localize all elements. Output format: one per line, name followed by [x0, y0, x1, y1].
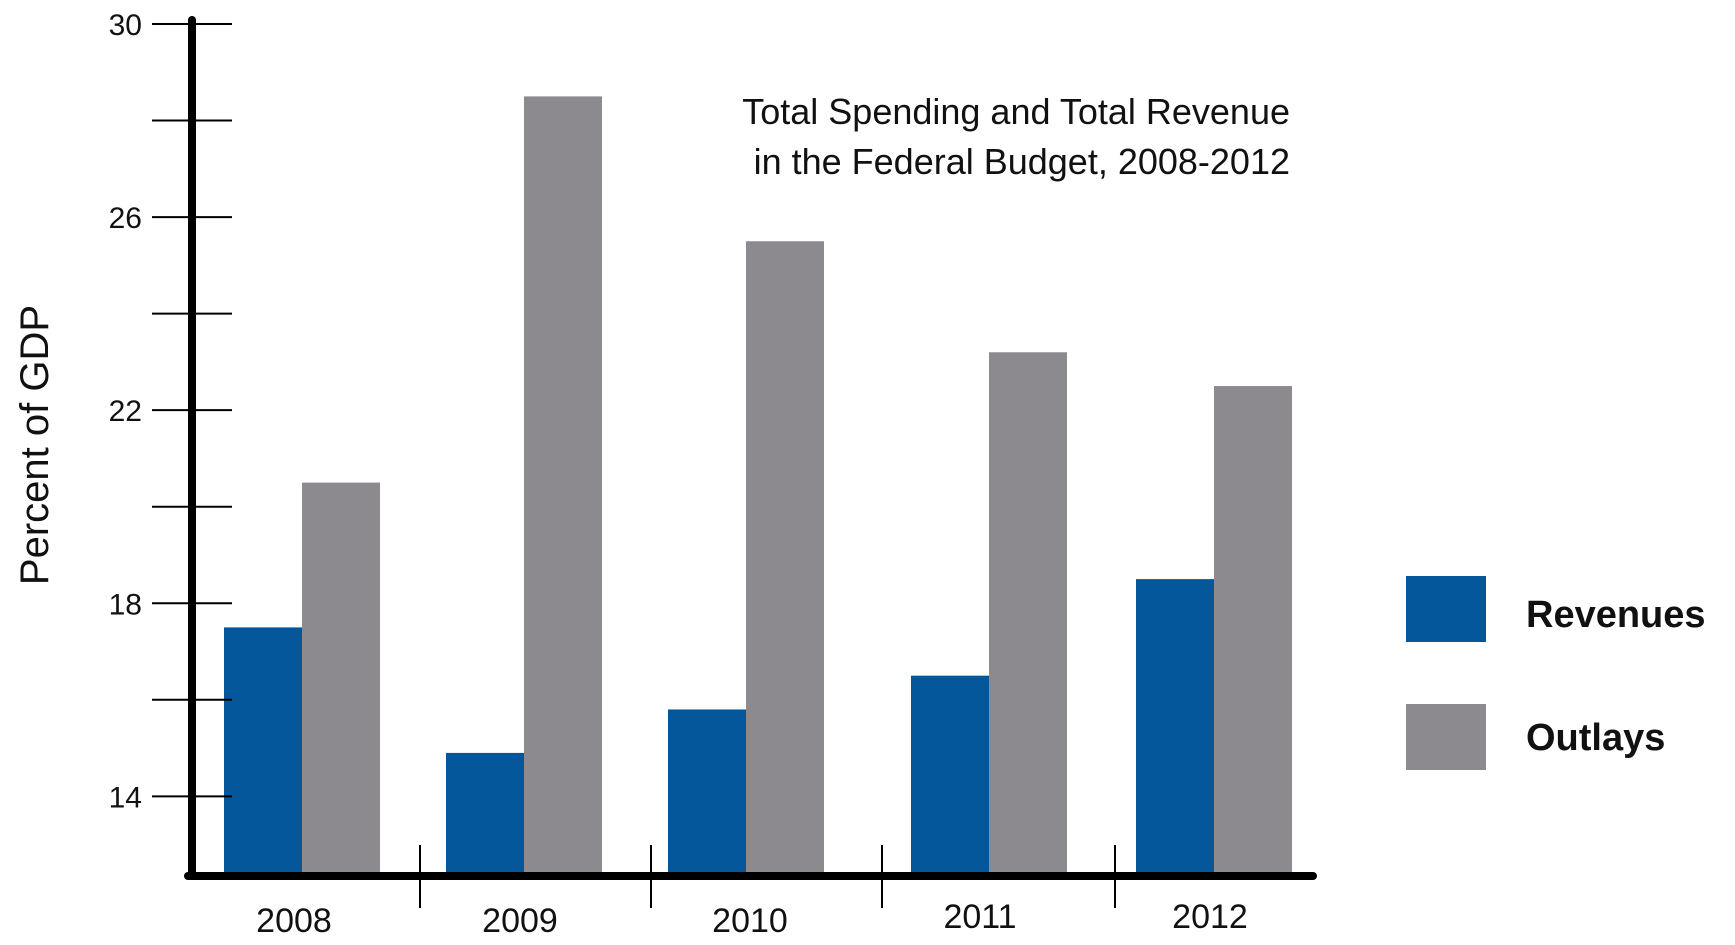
chart-title-line-2: in the Federal Budget, 2008-2012 [754, 141, 1290, 182]
legend-swatch-outlays [1406, 704, 1486, 770]
x-tick-label-2011: 2011 [943, 898, 1016, 936]
y-tick-label-30: 30 [109, 9, 142, 42]
bar-outlays-2011 [989, 352, 1067, 877]
bar-revenues-2011 [911, 675, 989, 876]
y-axis-label: Percent of GDP [13, 305, 57, 585]
y-tick-label-26: 26 [109, 202, 142, 235]
x-tick-label-2012: 2012 [1172, 898, 1248, 936]
bar-revenues-2008 [224, 627, 302, 876]
bar-outlays-2010 [746, 241, 824, 876]
x-tick-label-2010: 2010 [712, 902, 788, 940]
legend: Revenues Outlays [1406, 576, 1706, 770]
legend-swatch-revenues [1406, 576, 1486, 642]
y-tick-label-18: 18 [109, 588, 142, 621]
y-tick-label-22: 22 [109, 395, 142, 428]
bar-outlays-2009 [524, 96, 602, 876]
y-ticks-group: 14 18 22 26 30 [109, 9, 232, 814]
x-tick-label-2009: 2009 [482, 902, 558, 940]
y-tick-label-14: 14 [109, 781, 142, 814]
bar-revenues-2010 [668, 709, 746, 876]
bar-outlays-2012 [1214, 386, 1292, 876]
bar-outlays-2008 [302, 482, 380, 876]
bar-revenues-2012 [1136, 579, 1214, 876]
legend-label-outlays: Outlays [1526, 717, 1665, 759]
chart-title-line-1: Total Spending and Total Revenue [742, 91, 1290, 132]
x-tick-label-2008: 2008 [256, 902, 332, 940]
bar-revenues-2009 [446, 752, 524, 876]
legend-label-revenues: Revenues [1526, 594, 1706, 636]
bars-group [224, 96, 1292, 877]
